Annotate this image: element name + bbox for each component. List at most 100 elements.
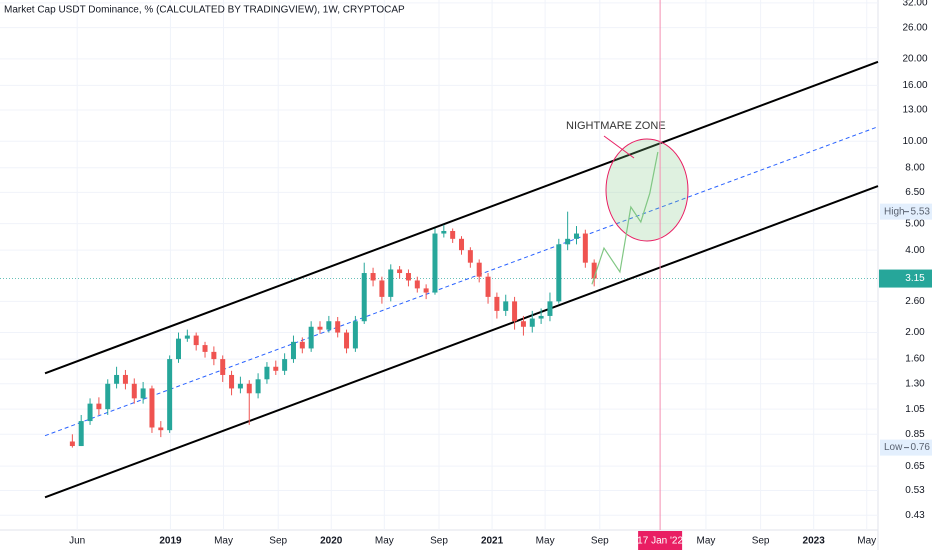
candle-body: [114, 374, 120, 384]
candle-body: [105, 383, 111, 410]
x-tick-label: May: [857, 536, 876, 547]
low-value: 0.76: [911, 442, 931, 453]
candle-body: [140, 388, 146, 399]
y-tick-label: 5.00: [905, 218, 925, 229]
candle-body: [167, 359, 173, 431]
candle-body: [467, 250, 473, 263]
x-tick-label: 2020: [320, 536, 343, 547]
high-value: 5.53: [911, 206, 931, 217]
y-tick-label: 8.00: [905, 162, 925, 173]
y-tick-label: 0.53: [905, 485, 925, 496]
projection-line: [591, 151, 659, 285]
candle-body: [397, 269, 403, 274]
last-price-box: [879, 269, 932, 288]
trend-line: [44, 185, 879, 499]
y-tick-label: 32.00: [902, 0, 927, 9]
candle-body: [476, 262, 482, 277]
candle-body: [158, 427, 164, 431]
candle-body: [388, 269, 394, 297]
y-tick-label: 0.85: [905, 429, 925, 440]
annotation-pointer: [603, 135, 635, 159]
zone-circle: [605, 138, 689, 242]
candle-body: [255, 379, 261, 394]
marker-label-box: [638, 531, 683, 550]
annotation: NIGHTMARE ZONE: [566, 120, 666, 132]
candle-body: [264, 366, 270, 380]
candle-body: [441, 230, 447, 234]
x-tick-label: May: [536, 536, 555, 547]
candle-body: [547, 301, 553, 316]
candle-body: [290, 341, 296, 360]
candle-body: [432, 233, 438, 293]
x-tick-label: Sep: [752, 536, 770, 547]
candle-body: [149, 388, 155, 428]
grid: [0, 0, 878, 530]
y-tick-label: 1.30: [905, 378, 925, 389]
candle-body: [87, 403, 93, 422]
marker-label: 17 Jan '22: [637, 536, 683, 547]
candle-body: [503, 301, 509, 311]
candle-body: [556, 244, 562, 302]
candle-body: [211, 351, 217, 360]
x-tick-label: 2023: [803, 536, 826, 547]
candle-body: [582, 233, 588, 263]
x-tick-label: Sep: [591, 536, 609, 547]
candle-body: [591, 262, 597, 279]
trend-line: [44, 60, 879, 375]
candle-body: [565, 238, 571, 245]
x-tick-label: 2019: [159, 536, 182, 547]
high-label: High: [884, 206, 905, 217]
candle-body: [335, 321, 341, 333]
plot: [0, 60, 879, 499]
y-tick-label: 2.00: [905, 327, 925, 338]
x-tick-label: Sep: [430, 536, 448, 547]
x-tick-label: Jun: [69, 536, 85, 547]
candle-body: [450, 230, 456, 239]
candle-body: [344, 332, 350, 349]
candle-body: [69, 441, 75, 447]
low-label: Low: [884, 442, 903, 453]
candle-body: [237, 383, 243, 389]
candle-body: [202, 345, 208, 352]
y-tick-label: 0.65: [905, 461, 925, 472]
y-tick-label: 20.00: [902, 53, 927, 64]
candle-body: [414, 280, 420, 289]
candle-body: [308, 326, 314, 349]
y-tick-label: 1.05: [905, 404, 925, 415]
candle-body: [246, 383, 252, 394]
y-tick-label: 1.60: [905, 354, 925, 365]
x-tick-label: May: [696, 536, 715, 547]
trend-line: [44, 126, 879, 437]
candle-body: [122, 374, 128, 384]
y-tick-label: 2.60: [905, 296, 925, 307]
y-tick-label: 16.00: [902, 80, 927, 91]
candle-body: [370, 273, 376, 281]
y-tick-label: 26.00: [902, 22, 927, 33]
y-tick-label: 4.00: [905, 245, 925, 256]
x-tick-label: May: [214, 536, 233, 547]
candle-body: [273, 366, 279, 371]
y-tick-label: 10.00: [902, 136, 927, 147]
candle-body: [573, 233, 579, 239]
candle-body: [494, 296, 500, 311]
candle-body: [423, 288, 429, 293]
candle-body: [78, 421, 84, 447]
candle-body: [184, 335, 190, 339]
candle-body: [299, 341, 305, 349]
candle-body: [361, 273, 367, 322]
candle-body: [229, 374, 235, 389]
candle-body: [529, 318, 535, 327]
candle-body: [131, 383, 137, 399]
y-tick-label: 0.43: [905, 510, 925, 521]
x-tick-label: May: [375, 536, 394, 547]
y-tick-label: 13.00: [902, 105, 927, 116]
candle-body: [193, 335, 199, 346]
candle-body: [512, 301, 518, 322]
candle-body: [352, 321, 358, 349]
last-price-label: 3.15: [905, 273, 925, 284]
candle-body: [96, 403, 102, 410]
candle-body: [405, 273, 411, 281]
candle-body: [538, 315, 544, 319]
x-tick-label: 2021: [481, 536, 504, 547]
